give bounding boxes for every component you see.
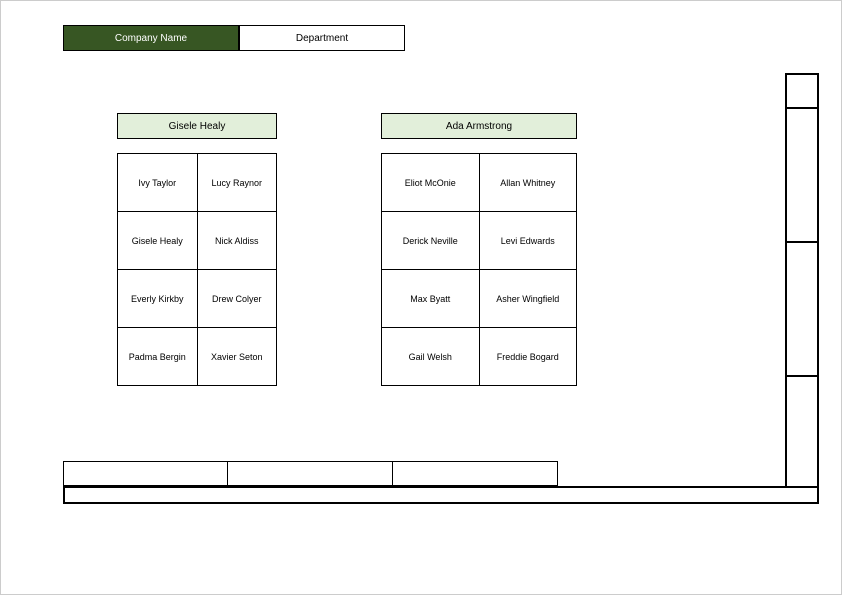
team-1-grid: Ivy Taylor Lucy Raynor Gisele Healy Nick…	[117, 153, 277, 386]
seat: Asher Wingfield	[480, 270, 578, 328]
bottom-box-1	[63, 461, 228, 486]
seat: Allan Whitney	[480, 154, 578, 212]
seat: Drew Colyer	[198, 270, 278, 328]
seat: Everly Kirkby	[118, 270, 198, 328]
bottom-box-2	[228, 461, 393, 486]
seat: Padma Bergin	[118, 328, 198, 386]
right-wall	[785, 377, 819, 486]
seat: Xavier Seton	[198, 328, 278, 386]
right-block-mid	[785, 109, 819, 243]
department-box: Department	[239, 25, 405, 51]
seat: Lucy Raynor	[198, 154, 278, 212]
seat: Levi Edwards	[480, 212, 578, 270]
seat: Derick Neville	[382, 212, 480, 270]
bottom-box-3	[393, 461, 558, 486]
seat: Ivy Taylor	[118, 154, 198, 212]
right-block-top	[785, 73, 819, 109]
team-2-leader: Ada Armstrong	[381, 113, 577, 139]
seat: Max Byatt	[382, 270, 480, 328]
seat: Freddie Bogard	[480, 328, 578, 386]
corridor	[63, 486, 819, 504]
seat: Gail Welsh	[382, 328, 480, 386]
seat: Nick Aldiss	[198, 212, 278, 270]
company-name-box: Company Name	[63, 25, 239, 51]
seat: Gisele Healy	[118, 212, 198, 270]
team-1-leader: Gisele Healy	[117, 113, 277, 139]
team-2-grid: Eliot McOnie Allan Whitney Derick Nevill…	[381, 153, 577, 386]
right-block-low	[785, 243, 819, 377]
seat: Eliot McOnie	[382, 154, 480, 212]
